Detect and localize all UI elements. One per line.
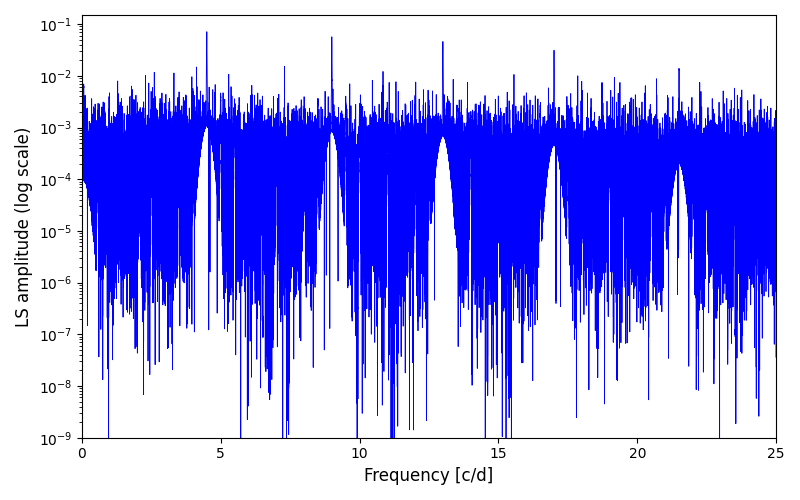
Y-axis label: LS amplitude (log scale): LS amplitude (log scale) bbox=[15, 126, 33, 326]
X-axis label: Frequency [c/d]: Frequency [c/d] bbox=[364, 467, 494, 485]
